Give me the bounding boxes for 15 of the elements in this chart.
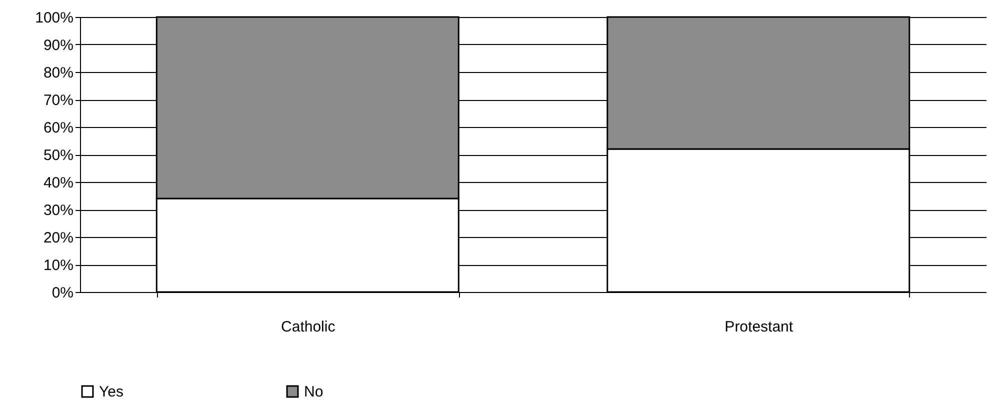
- y-tick-label: 10%: [43, 257, 74, 274]
- y-tick-label: 70%: [43, 92, 74, 109]
- y-tick-label: 50%: [43, 147, 74, 164]
- y-tick-label: 90%: [43, 37, 74, 54]
- legend-label: Yes: [99, 384, 124, 401]
- x-tick-label: Protestant: [724, 318, 794, 336]
- y-tick-label: 80%: [43, 64, 74, 82]
- y-tick-label: 30%: [43, 202, 74, 219]
- y-tick-label: 40%: [43, 174, 74, 192]
- legend-label: No: [304, 384, 324, 401]
- y-tick-label: 0%: [52, 284, 74, 302]
- y-tick-label: 60%: [43, 120, 74, 136]
- y-tick-label: 100%: [35, 10, 74, 26]
- x-tick-label: Catholic: [281, 318, 336, 336]
- y-tick-label: 20%: [43, 230, 74, 246]
